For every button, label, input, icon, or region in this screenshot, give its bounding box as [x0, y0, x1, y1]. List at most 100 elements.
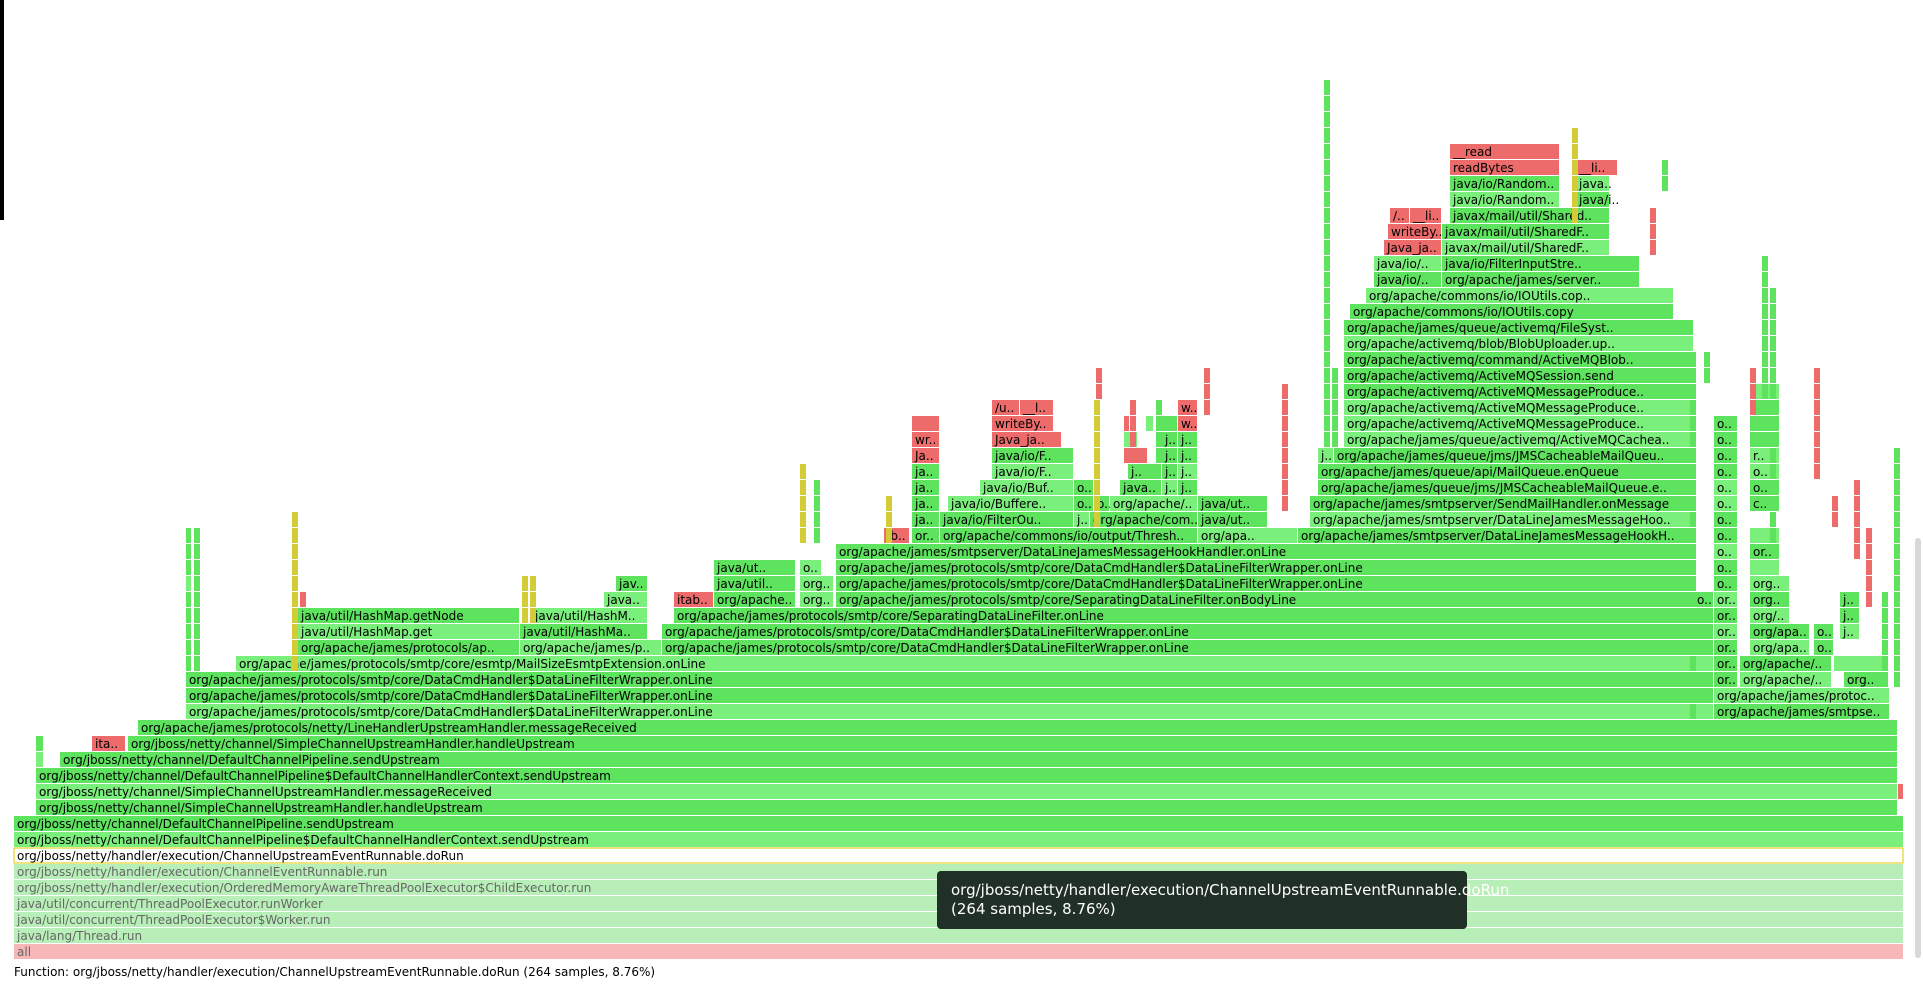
- flame-frame[interactable]: java/io/FilterInputStre..: [1442, 256, 1639, 271]
- flame-frame-rect[interactable]: [1714, 512, 1737, 527]
- flame-frame-rect[interactable]: [1350, 304, 1673, 319]
- flame-frame-rect[interactable]: [800, 592, 833, 607]
- flame-frame[interactable]: __li..: [1410, 208, 1441, 223]
- flame-frame[interactable]: org/apache/james/queue/api/MailQueue.enQ…: [1318, 464, 1693, 479]
- flame-frame-rect[interactable]: [1690, 528, 1696, 543]
- flame-frame-rect[interactable]: [1572, 176, 1578, 191]
- flame-frame-rect[interactable]: [1714, 496, 1737, 511]
- flame-frame-rect[interactable]: [186, 544, 191, 559]
- flame-frame-rect[interactable]: [1572, 128, 1578, 143]
- flame-frame-rect[interactable]: [1690, 704, 1696, 719]
- flame-frame-rect[interactable]: [36, 768, 1897, 783]
- flame-frame[interactable]: o..: [1074, 480, 1093, 495]
- flame-frame-rect[interactable]: [14, 816, 1903, 831]
- flame-frame[interactable]: org/apache/james/server..: [1442, 272, 1639, 287]
- flame-frame-rect[interactable]: [186, 624, 191, 639]
- flame-frame-rect[interactable]: [1156, 448, 1162, 463]
- flame-frame[interactable]: o..: [1714, 544, 1737, 559]
- flame-frame-rect[interactable]: [714, 592, 795, 607]
- flame-frame-rect[interactable]: [674, 592, 713, 607]
- flame-frame[interactable]: org/apache/..: [1110, 496, 1197, 511]
- flame-frame[interactable]: org/apache/james/queue/jms/JMSCacheableM…: [1318, 480, 1693, 495]
- flame-frame-rect[interactable]: [1866, 560, 1872, 575]
- flame-frame[interactable]: o..: [1714, 576, 1737, 591]
- flame-frame-rect[interactable]: [1332, 416, 1338, 431]
- flame-frame-rect[interactable]: [194, 560, 200, 575]
- flame-frame-rect[interactable]: [814, 512, 820, 527]
- flame-frame-rect[interactable]: [992, 416, 1053, 431]
- flame-frame-rect[interactable]: [1204, 384, 1210, 399]
- flame-frame-rect[interactable]: [1854, 512, 1860, 527]
- flame-frame-rect[interactable]: [1650, 208, 1656, 223]
- flame-frame[interactable]: java/util..: [714, 576, 795, 591]
- flame-frame[interactable]: ja..: [912, 512, 939, 527]
- flame-frame-rect[interactable]: [14, 928, 1903, 943]
- flame-frame-rect[interactable]: [1714, 608, 1737, 623]
- flame-frame[interactable]: o..: [1714, 528, 1737, 543]
- flame-frame[interactable]: o..: [800, 560, 821, 575]
- flame-frame[interactable]: java/i..: [1576, 192, 1619, 207]
- flame-frame-rect[interactable]: [1690, 608, 1696, 623]
- flame-frame[interactable]: o..: [1714, 496, 1737, 511]
- flame-frame-rect[interactable]: [940, 528, 1197, 543]
- flame-frame[interactable]: org/apache/james/protocols/smtp/core/esm…: [236, 656, 1713, 671]
- flame-frame-rect[interactable]: [1770, 400, 1776, 415]
- flame-frame-rect[interactable]: [1020, 400, 1053, 415]
- flame-frame-rect[interactable]: [1690, 656, 1696, 671]
- flame-frame[interactable]: or..: [1714, 608, 1737, 623]
- flame-frame[interactable]: java/io/Random..: [1450, 176, 1559, 191]
- flame-frame[interactable]: java/util/HashMa..: [520, 624, 647, 639]
- flame-frame[interactable]: java/io/F..: [992, 448, 1073, 463]
- flame-frame-rect[interactable]: [1690, 688, 1696, 703]
- flame-frame[interactable]: org/apache/james/protocols/smtp/core/Sep…: [674, 608, 1713, 623]
- flame-frame-rect[interactable]: [714, 576, 795, 591]
- flame-frame-rect[interactable]: [1750, 640, 1809, 655]
- flame-frame-rect[interactable]: [36, 752, 43, 767]
- flame-frame-rect[interactable]: [292, 544, 298, 559]
- flame-frame[interactable]: org/apa..: [1750, 624, 1809, 639]
- flame-frame[interactable]: j..: [1162, 432, 1177, 447]
- flame-frame-rect[interactable]: [530, 608, 536, 623]
- flame-frame[interactable]: javax/mail/util/SharedF..: [1442, 224, 1609, 239]
- flame-frame-rect[interactable]: [1714, 448, 1737, 463]
- flame-frame[interactable]: org/apache/james/protocols/ap..: [298, 640, 519, 655]
- flame-frame-rect[interactable]: [1840, 592, 1859, 607]
- flame-frame-rect[interactable]: [522, 608, 528, 623]
- flame-frame[interactable]: Ja..: [912, 448, 939, 463]
- flame-frame-rect[interactable]: [948, 496, 1073, 511]
- flame-frame-rect[interactable]: [1814, 448, 1820, 463]
- flame-frame-rect[interactable]: [1198, 512, 1267, 527]
- flame-frame-rect[interactable]: [1866, 528, 1872, 543]
- flame-frame-rect[interactable]: [1344, 336, 1693, 351]
- flame-frame-rect[interactable]: [1894, 592, 1900, 607]
- flame-frame-rect[interactable]: [1740, 672, 1831, 687]
- flame-frame-rect[interactable]: [36, 800, 1897, 815]
- flame-frame-rect[interactable]: [1572, 160, 1578, 175]
- flame-frame-rect[interactable]: [1898, 784, 1903, 799]
- flame-frame[interactable]: org/apache/james/protocols/netty/LineHan…: [138, 720, 1897, 735]
- flame-frame[interactable]: java/io/Random..: [1450, 192, 1559, 207]
- flame-frame-rect[interactable]: [1814, 464, 1820, 479]
- flame-frame[interactable]: org/apache/james/protocols/smtp/core/Dat…: [662, 624, 1713, 639]
- flame-frame-rect[interactable]: [1814, 640, 1833, 655]
- flame-frame-rect[interactable]: [1324, 400, 1330, 415]
- flame-frame-rect[interactable]: [1204, 400, 1210, 415]
- flame-frame-rect[interactable]: [1770, 352, 1776, 367]
- flame-frame-rect[interactable]: [714, 560, 795, 575]
- flame-frame-rect[interactable]: [992, 448, 1073, 463]
- flame-frame-rect[interactable]: [194, 544, 200, 559]
- flame-frame-rect[interactable]: [1344, 400, 1693, 415]
- flame-frame-rect[interactable]: [800, 560, 821, 575]
- flame-frame-rect[interactable]: [1344, 432, 1693, 447]
- flame-frame-rect[interactable]: [1762, 336, 1768, 351]
- flame-frame-rect[interactable]: [1714, 576, 1737, 591]
- flame-frame-rect[interactable]: [1130, 416, 1136, 431]
- flame-frame-rect[interactable]: [1832, 496, 1838, 511]
- flame-frame[interactable]: java/io/Buffere..: [948, 496, 1073, 511]
- flame-frame-rect[interactable]: [1282, 464, 1288, 479]
- flame-frame-rect[interactable]: [1814, 400, 1820, 415]
- flame-frame[interactable]: java/util/HashM..: [532, 608, 647, 623]
- flame-frame-rect[interactable]: [14, 832, 1903, 847]
- flame-frame-rect[interactable]: [1374, 256, 1441, 271]
- flame-frame-rect[interactable]: [1690, 640, 1696, 655]
